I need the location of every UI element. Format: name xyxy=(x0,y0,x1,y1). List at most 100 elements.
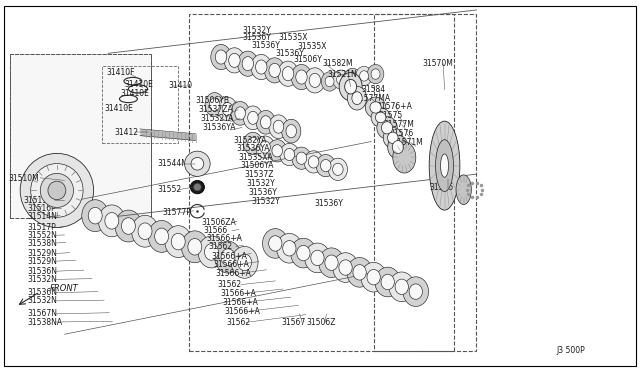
Ellipse shape xyxy=(155,228,168,245)
Ellipse shape xyxy=(395,279,408,295)
Text: J3 500P: J3 500P xyxy=(556,346,585,355)
Text: 31536Y: 31536Y xyxy=(242,33,271,42)
Text: 31566+A: 31566+A xyxy=(213,260,249,269)
Text: 31538N: 31538N xyxy=(28,238,58,248)
Ellipse shape xyxy=(305,68,325,93)
Ellipse shape xyxy=(456,175,471,205)
Bar xyxy=(10,54,151,218)
Text: 31532Y: 31532Y xyxy=(251,197,280,206)
Text: 31538NA: 31538NA xyxy=(28,318,63,327)
Ellipse shape xyxy=(31,164,83,217)
Ellipse shape xyxy=(181,231,208,263)
Ellipse shape xyxy=(198,236,225,268)
Ellipse shape xyxy=(221,249,235,266)
Ellipse shape xyxy=(122,218,136,234)
Text: 31536Y: 31536Y xyxy=(275,49,304,58)
Ellipse shape xyxy=(260,116,271,129)
Ellipse shape xyxy=(440,154,449,177)
Ellipse shape xyxy=(115,210,142,242)
Ellipse shape xyxy=(286,125,296,138)
Ellipse shape xyxy=(316,154,335,177)
Ellipse shape xyxy=(237,51,258,76)
Ellipse shape xyxy=(255,60,267,74)
Text: 31410E: 31410E xyxy=(104,104,133,113)
Ellipse shape xyxy=(269,63,280,77)
Ellipse shape xyxy=(193,183,201,191)
Ellipse shape xyxy=(283,241,296,256)
Ellipse shape xyxy=(383,128,403,148)
Ellipse shape xyxy=(276,234,302,263)
Text: 31566+A: 31566+A xyxy=(220,289,256,298)
Ellipse shape xyxy=(99,205,125,237)
Ellipse shape xyxy=(403,277,429,307)
Text: 31506ZA: 31506ZA xyxy=(202,218,237,227)
Ellipse shape xyxy=(381,274,394,290)
Ellipse shape xyxy=(292,147,311,169)
Ellipse shape xyxy=(352,92,362,105)
Text: 31567: 31567 xyxy=(282,318,306,327)
Ellipse shape xyxy=(211,44,231,70)
Ellipse shape xyxy=(228,53,240,67)
Text: 31577P: 31577P xyxy=(163,208,191,217)
Ellipse shape xyxy=(388,135,408,159)
Ellipse shape xyxy=(345,79,356,94)
Ellipse shape xyxy=(260,141,270,153)
Ellipse shape xyxy=(360,71,369,81)
Text: 31506YB: 31506YB xyxy=(195,96,230,105)
Text: 31529N: 31529N xyxy=(28,257,58,266)
Text: 31562: 31562 xyxy=(218,280,242,289)
Ellipse shape xyxy=(40,173,74,208)
Ellipse shape xyxy=(376,112,386,123)
Text: 31536Y: 31536Y xyxy=(252,41,280,51)
Text: 31576: 31576 xyxy=(389,129,413,138)
Ellipse shape xyxy=(88,207,102,224)
Text: 31535X: 31535X xyxy=(278,33,308,42)
Ellipse shape xyxy=(321,160,331,172)
Ellipse shape xyxy=(319,248,344,278)
Ellipse shape xyxy=(235,107,246,120)
Ellipse shape xyxy=(264,58,285,83)
Text: 31521N: 31521N xyxy=(328,70,357,78)
Text: 31532N: 31532N xyxy=(28,275,58,284)
Ellipse shape xyxy=(393,142,416,173)
Ellipse shape xyxy=(190,180,204,194)
Ellipse shape xyxy=(191,157,204,170)
Ellipse shape xyxy=(148,221,175,252)
Ellipse shape xyxy=(305,243,330,273)
Ellipse shape xyxy=(291,238,316,268)
Text: 31577MA: 31577MA xyxy=(355,94,390,103)
Text: 31536Y: 31536Y xyxy=(248,188,277,197)
Ellipse shape xyxy=(356,66,372,86)
Text: 31532N: 31532N xyxy=(28,296,58,305)
Ellipse shape xyxy=(311,250,324,266)
Text: 31571M: 31571M xyxy=(393,138,424,147)
Ellipse shape xyxy=(325,76,334,87)
Text: 31529N: 31529N xyxy=(28,249,58,258)
Text: 31535X: 31535X xyxy=(297,42,326,51)
Text: 31552N: 31552N xyxy=(28,231,58,240)
Ellipse shape xyxy=(280,143,299,166)
Ellipse shape xyxy=(204,244,218,260)
Text: 31410E: 31410E xyxy=(124,80,153,89)
Ellipse shape xyxy=(214,241,241,273)
Ellipse shape xyxy=(269,236,282,251)
Ellipse shape xyxy=(388,132,398,144)
Text: 31566+A: 31566+A xyxy=(224,307,260,316)
Ellipse shape xyxy=(370,102,381,113)
Ellipse shape xyxy=(272,145,282,157)
Text: 31576+A: 31576+A xyxy=(376,102,412,111)
Text: 31410: 31410 xyxy=(169,81,193,90)
Ellipse shape xyxy=(237,254,252,271)
Text: 31555: 31555 xyxy=(430,183,454,192)
Ellipse shape xyxy=(262,229,288,258)
Ellipse shape xyxy=(138,223,152,240)
Ellipse shape xyxy=(282,67,294,81)
Text: 31412: 31412 xyxy=(115,128,138,137)
Ellipse shape xyxy=(273,120,284,133)
Ellipse shape xyxy=(339,260,352,275)
Text: 31562: 31562 xyxy=(209,242,233,251)
Text: 31552: 31552 xyxy=(157,185,181,194)
Ellipse shape xyxy=(251,54,271,80)
Ellipse shape xyxy=(347,257,372,287)
Ellipse shape xyxy=(243,106,262,130)
